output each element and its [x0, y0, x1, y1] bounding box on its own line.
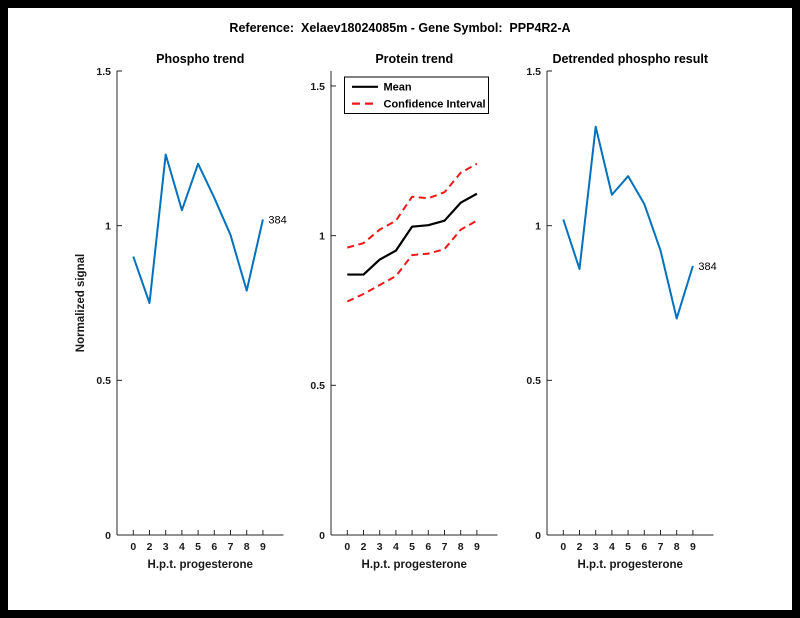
x-tick-label: 2: [577, 541, 583, 553]
x-tick-label: 3: [163, 541, 169, 553]
x-tick-label: 4: [609, 541, 615, 553]
y-tick-label: 0.5: [96, 375, 111, 387]
x-tick-label: 5: [625, 541, 631, 553]
y-tick-label: 0: [535, 530, 541, 542]
x-axis-label: H.p.t. progesterone: [362, 559, 467, 571]
legend: Mean Confidence Interval: [344, 76, 489, 114]
series-line-ci-upper: [347, 162, 478, 249]
x-tick-label: 9: [690, 541, 696, 553]
y-tick-label: 1: [319, 230, 325, 242]
x-tick-label: 8: [674, 541, 680, 553]
series-line-ci-lower: [346, 219, 478, 303]
x-tick-label: 9: [474, 541, 480, 553]
y-tick-label: 1.5: [310, 81, 325, 93]
y-tick-label: 1: [535, 220, 541, 232]
legend-box: [344, 76, 489, 114]
x-tick-label: 0: [344, 541, 350, 553]
x-tick-label: 7: [228, 541, 234, 553]
x-tick-label: 5: [409, 541, 415, 553]
series-end-annotation: 384: [698, 261, 716, 273]
figure-title: Reference: Xelaev18024085m - Gene Symbol…: [229, 21, 570, 35]
subplot-title: Protein trend: [375, 52, 453, 66]
x-tick-label: 8: [244, 541, 250, 553]
x-tick-label: 0: [130, 541, 136, 553]
subplot-title: Detrended phospho result: [552, 52, 708, 66]
x-tick-label: 6: [425, 541, 431, 553]
x-tick-label: 0: [560, 541, 566, 553]
series-line-mean: [347, 192, 478, 276]
subplot-title: Phospho trend: [156, 52, 244, 66]
series-end-annotation: 384: [268, 214, 286, 226]
y-tick-label: 1.5: [526, 66, 541, 78]
x-tick-label: 4: [393, 541, 399, 553]
x-tick-label: 9: [260, 541, 266, 553]
y-tick-label: 0: [105, 530, 111, 542]
x-tick-label: 4: [179, 541, 185, 553]
x-tick-label: 8: [458, 541, 464, 553]
legend-entry-label: Mean: [384, 82, 412, 94]
series-line-phospho-signal: [132, 153, 264, 304]
series-line-detrended-phospho: [562, 125, 694, 320]
x-tick-label: 7: [658, 541, 664, 553]
x-tick-label: 6: [211, 541, 217, 553]
x-tick-label: 3: [593, 541, 599, 553]
y-tick-label: 0.5: [310, 380, 325, 392]
x-axis-label: H.p.t. progesterone: [148, 559, 253, 571]
x-tick-label: 6: [641, 541, 647, 553]
y-axis-label: Normalized signal: [75, 254, 87, 352]
x-axis-label: H.p.t. progesterone: [578, 559, 683, 571]
legend-entry-label: Confidence Interval: [384, 98, 486, 110]
x-tick-label: 5: [195, 541, 201, 553]
y-tick-label: 0.5: [526, 375, 541, 387]
y-tick-label: 1: [105, 220, 111, 232]
y-tick-label: 0: [319, 530, 325, 542]
y-tick-label: 1.5: [96, 66, 111, 78]
x-tick-label: 2: [361, 541, 367, 553]
x-tick-label: 2: [147, 541, 153, 553]
x-tick-label: 3: [377, 541, 383, 553]
x-tick-label: 7: [442, 541, 448, 553]
